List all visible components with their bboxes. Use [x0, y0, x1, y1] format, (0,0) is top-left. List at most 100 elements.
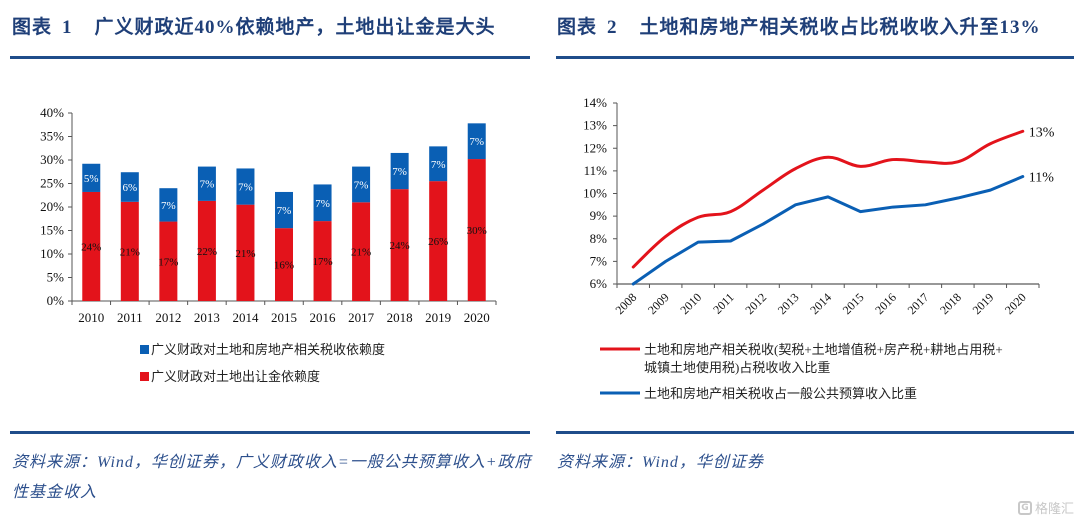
bar-label-land-transfer: 22% — [197, 246, 217, 258]
chart1-bars — [82, 123, 486, 301]
gelonghui-logo-icon: G — [1017, 500, 1032, 515]
y-tick-label: 5% — [47, 270, 65, 285]
bar-property-tax — [390, 152, 409, 190]
x-tick-label: 2019 — [425, 310, 451, 325]
chart1-data-labels: 24% 5% 21% 6% 17% 7% 22% 7% 21% 7% 16% 7% 17% 7% 21% 7%… — [81, 136, 487, 271]
bar-label-property-tax: 5% — [84, 173, 99, 185]
x-tick-label: 2013 — [775, 290, 802, 317]
bar-property-tax — [120, 172, 139, 202]
y-tick-label: 14% — [583, 95, 607, 110]
bar-label-property-tax: 6% — [122, 182, 137, 194]
bar-label-land-transfer: 30% — [467, 225, 487, 237]
legend-swatch — [140, 345, 149, 354]
bar-property-tax — [197, 166, 216, 201]
bar-label-property-tax: 7% — [354, 179, 369, 191]
line-end-label: 11% — [1029, 171, 1054, 186]
legend-label: 广义财政对土地和房地产相关税收依赖度 — [151, 342, 385, 357]
legend-label: 土地和房地产相关税收占一般公共预算收入比重 — [644, 386, 917, 401]
y-tick-label: 15% — [40, 223, 64, 238]
legend-label: 城镇土地使用税)占税收收入比重 — [644, 360, 830, 375]
figure-2-number: 2 — [607, 17, 618, 38]
bar-land-transfer — [313, 221, 332, 301]
bar-land-transfer — [429, 181, 448, 301]
bar-land-transfer — [197, 200, 216, 301]
y-tick-label: 10% — [40, 246, 64, 261]
bar-land-transfer — [236, 204, 255, 301]
chart2-lines: 13% 11% — [631, 125, 1055, 286]
watermark-text: 格隆汇 — [1034, 502, 1074, 517]
figure-1-top-rule — [10, 56, 530, 59]
bar-land-transfer — [390, 189, 409, 301]
legend-swatch — [140, 372, 149, 381]
bar-label-land-transfer: 26% — [428, 236, 448, 248]
figure-2-label: 图表 — [557, 17, 598, 38]
figure-2-source: 资料来源：Wind，华创证券 — [557, 454, 764, 471]
y-tick-label: 6% — [590, 276, 608, 291]
x-tick-label: 2012 — [155, 310, 181, 325]
chart1-axes: 0% 5% 10% 15% 20% 25% 30% 35% 40% 2010 2011 2012 201… — [40, 105, 497, 325]
figure-1-label: 图表 — [12, 17, 53, 38]
figure-1-title-text: 广义财政近40%依赖地产，土地出让金是大头 — [94, 17, 496, 38]
bar-land-transfer — [467, 159, 486, 301]
bar-label-land-transfer: 17% — [312, 256, 332, 268]
x-tick-label: 2018 — [937, 290, 964, 317]
bar-label-property-tax: 7% — [277, 205, 292, 217]
figure-1-number: 1 — [62, 17, 73, 38]
figure-1-source: 资料来源：Wind，华创证券，广义财政收入=一般公共预算收入+政府性基金收入 — [12, 454, 532, 501]
bar-label-land-transfer: 21% — [235, 248, 255, 260]
x-tick-label: 2020 — [1002, 290, 1029, 317]
bar-label-land-transfer: 21% — [351, 247, 371, 259]
figure-2-top-rule — [556, 56, 1074, 59]
line-series-tax-share — [631, 129, 1025, 269]
figure-2-bottom-rule — [556, 431, 1074, 434]
x-tick-label: 2015 — [840, 290, 867, 317]
line-end-label: 13% — [1029, 125, 1055, 140]
y-tick-label: 9% — [590, 208, 608, 223]
y-tick-label: 40% — [40, 105, 64, 120]
x-tick-label: 2011 — [710, 290, 737, 317]
y-tick-label: 11% — [584, 163, 608, 178]
bar-land-transfer — [82, 191, 101, 301]
y-tick-label: 8% — [590, 231, 608, 246]
figure-2-title: 图表 2 土地和房地产相关税收占比税收收入升至13% — [557, 12, 1041, 39]
chart2-legend: 土地和房地产相关税收(契税+土地增值税+房产税+耕地占用税+ 城镇土地使用税)占税… — [600, 342, 1003, 401]
x-tick-label: 2010 — [677, 290, 704, 317]
y-tick-label: 12% — [583, 140, 607, 155]
x-tick-label: 2012 — [742, 290, 769, 317]
bar-property-tax — [275, 191, 293, 229]
x-tick-label: 2010 — [78, 310, 104, 325]
bar-label-property-tax: 7% — [392, 166, 407, 178]
x-tick-label: 2016 — [310, 310, 337, 325]
figure-2-title-text: 土地和房地产相关税收占比税收收入升至13% — [639, 17, 1041, 38]
y-tick-label: 25% — [40, 176, 64, 191]
y-tick-label: 30% — [40, 152, 64, 167]
bar-label-land-transfer: 17% — [158, 256, 178, 268]
x-tick-label: 2016 — [872, 290, 899, 317]
bar-label-land-transfer: 24% — [390, 240, 410, 252]
y-tick-label: 13% — [583, 118, 607, 133]
x-tick-label: 2015 — [271, 310, 297, 325]
y-tick-label: 35% — [40, 129, 64, 144]
y-tick-label: 0% — [47, 293, 65, 308]
line-series-budget-share — [631, 175, 1025, 286]
bar-label-property-tax: 7% — [200, 179, 215, 191]
stacked-bar-chart: 0% 5% 10% 15% 20% 25% 30% 35% 40% 2010 2011 2012 201… — [40, 105, 497, 384]
bar-label-property-tax: 7% — [431, 159, 446, 171]
bar-label-property-tax: 7% — [469, 136, 484, 148]
bar-label-land-transfer: 21% — [120, 246, 140, 258]
bar-property-tax — [159, 188, 178, 222]
bar-land-transfer — [159, 221, 178, 301]
watermark: G 格隆汇 — [1017, 498, 1074, 517]
figure-1-title: 图表 1 广义财政近40%依赖地产，土地出让金是大头 — [12, 12, 496, 39]
line-chart: 6%7%8%9%10%11%12%13%14%2008 2009 2010 2011 2… — [583, 95, 1055, 401]
x-tick-label: 2014 — [232, 310, 259, 325]
y-tick-label: 20% — [40, 199, 64, 214]
bar-label-land-transfer: 16% — [274, 260, 294, 272]
x-tick-label: 2008 — [612, 290, 639, 317]
x-tick-label: 2009 — [645, 290, 672, 317]
bar-property-tax — [467, 123, 486, 160]
legend-label: 土地和房地产相关税收(契税+土地增值税+房产税+耕地占用税+ — [644, 342, 1003, 357]
x-tick-label: 2018 — [387, 310, 413, 325]
bar-label-property-tax: 7% — [161, 200, 176, 212]
